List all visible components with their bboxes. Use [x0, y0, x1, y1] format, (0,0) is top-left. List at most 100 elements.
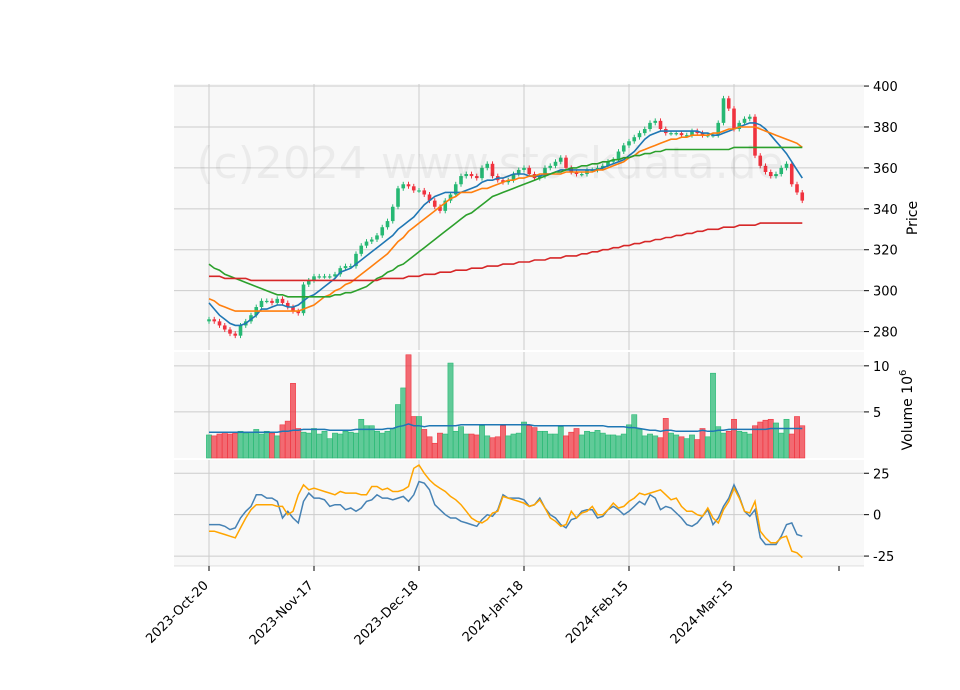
candle-body-75: [600, 165, 605, 168]
volume-bar-67: [557, 426, 564, 459]
candle-body-47: [453, 184, 458, 195]
candle-body-19: [306, 280, 311, 285]
candle-body-8: [249, 315, 253, 322]
candle-body-90: [679, 133, 684, 136]
candle-body-103: [747, 116, 752, 119]
volume-bar-103: [746, 433, 753, 459]
candle-body-61: [527, 167, 532, 175]
volume-bar-72: [584, 430, 590, 459]
candle-body-35: [390, 206, 395, 222]
volume-bar-81: [631, 414, 638, 459]
volume-bar-3: [221, 431, 228, 459]
candle-body-45: [443, 200, 448, 211]
sma-line-sma50: [208, 146, 803, 298]
volume-bar-104: [752, 425, 758, 459]
price-ytick-label-3: 340: [873, 203, 898, 218]
candle-body-76: [606, 161, 610, 166]
volume-bar-63: [536, 430, 543, 459]
candle-body-63: [537, 176, 542, 179]
candle-body-26: [343, 266, 348, 269]
volume-bar-99: [725, 430, 732, 459]
volume-bar-15: [284, 420, 291, 459]
volume-bar-111: [788, 433, 795, 459]
candle-body-54: [490, 163, 495, 177]
volume-bar-77: [610, 434, 617, 459]
candle-body-30: [364, 241, 369, 246]
candle-body-41: [422, 190, 427, 195]
oscillator-panel: -25 0 25: [174, 460, 894, 566]
price-ytick-label-0: 280: [873, 326, 898, 341]
candle-body-44: [438, 206, 442, 211]
volume-bar-93: [694, 439, 701, 459]
volume-bar-7: [242, 432, 249, 459]
volume-bar-56: [500, 425, 506, 459]
volume-bar-64: [542, 430, 548, 459]
volume-bar-25: [337, 433, 344, 459]
volume-bar-89: [673, 434, 680, 459]
candle-body-104: [753, 116, 757, 156]
volume-bar-69: [568, 431, 575, 459]
candle-body-91: [684, 135, 689, 137]
volume-bar-105: [757, 421, 764, 459]
x-tick-label-2: 2023-Dec-18: [352, 578, 422, 648]
volume-bar-73: [589, 431, 596, 459]
volume-bar-6: [237, 430, 244, 459]
candle-body-81: [632, 137, 637, 142]
candle-body-51: [474, 176, 479, 179]
osc-ytick-label-0: -25: [873, 550, 894, 565]
candle-body-84: [648, 122, 652, 130]
candle-body-101: [737, 122, 742, 130]
candle-body-34: [385, 221, 390, 228]
volume-bar-31: [368, 425, 375, 459]
volume-bar-24: [332, 432, 338, 459]
volume-bar-113: [799, 425, 806, 459]
candle-body-21: [317, 276, 322, 278]
volume-bar-75: [599, 432, 606, 459]
volume-bar-32: [374, 430, 380, 459]
volume-bar-13: [274, 435, 281, 459]
volume-bar-101: [736, 430, 743, 459]
watermark: (c)2024 www.stockdata.de: [196, 138, 783, 189]
price-background: [174, 84, 864, 350]
volume-bar-98: [720, 432, 727, 459]
volume-bar-28: [353, 432, 359, 459]
candle-body-86: [658, 120, 663, 130]
volume-bar-39: [410, 416, 417, 459]
volume-bar-109: [778, 432, 785, 459]
candle-body-17: [296, 311, 301, 314]
x-tick-label-5: 2024-Mar-15: [668, 578, 737, 647]
volume-bar-5: [232, 432, 239, 459]
candle-body-64: [543, 167, 547, 177]
candle-body-0: [207, 319, 211, 322]
candle-body-13: [275, 298, 280, 303]
volume-bar-52: [479, 425, 485, 459]
volume-bar-88: [668, 432, 674, 459]
candle-body-89: [674, 133, 679, 135]
sma-line-sma20: [208, 126, 803, 312]
price-ytick-label-1: 300: [873, 285, 898, 300]
candle-body-29: [359, 245, 364, 254]
candle-body-25: [338, 268, 343, 275]
candle-body-1: [212, 319, 217, 322]
candle-body-49: [464, 174, 469, 177]
candle-body-108: [774, 174, 778, 177]
volume-bar-86: [657, 437, 664, 459]
volume-bar-36: [395, 404, 401, 459]
volume-bar-45: [442, 433, 449, 459]
volume-bar-34: [384, 430, 391, 459]
candle-body-33: [380, 227, 385, 236]
candle-body-20: [312, 276, 316, 281]
volume-bar-22: [321, 430, 328, 459]
candle-body-79: [621, 145, 626, 152]
volume-panel: 5 10: [174, 352, 890, 459]
volume-bar-107: [767, 418, 774, 459]
volume-bar-29: [358, 418, 365, 459]
volume-bar-95: [704, 436, 711, 459]
candle-body-110: [784, 163, 789, 168]
osc-background: [174, 460, 864, 566]
candle-body-67: [558, 157, 563, 162]
price-axis-label: Price: [905, 201, 921, 235]
candle-body-42: [427, 194, 432, 201]
volume-bar-14: [279, 424, 286, 459]
volume-bar-94: [699, 428, 706, 459]
